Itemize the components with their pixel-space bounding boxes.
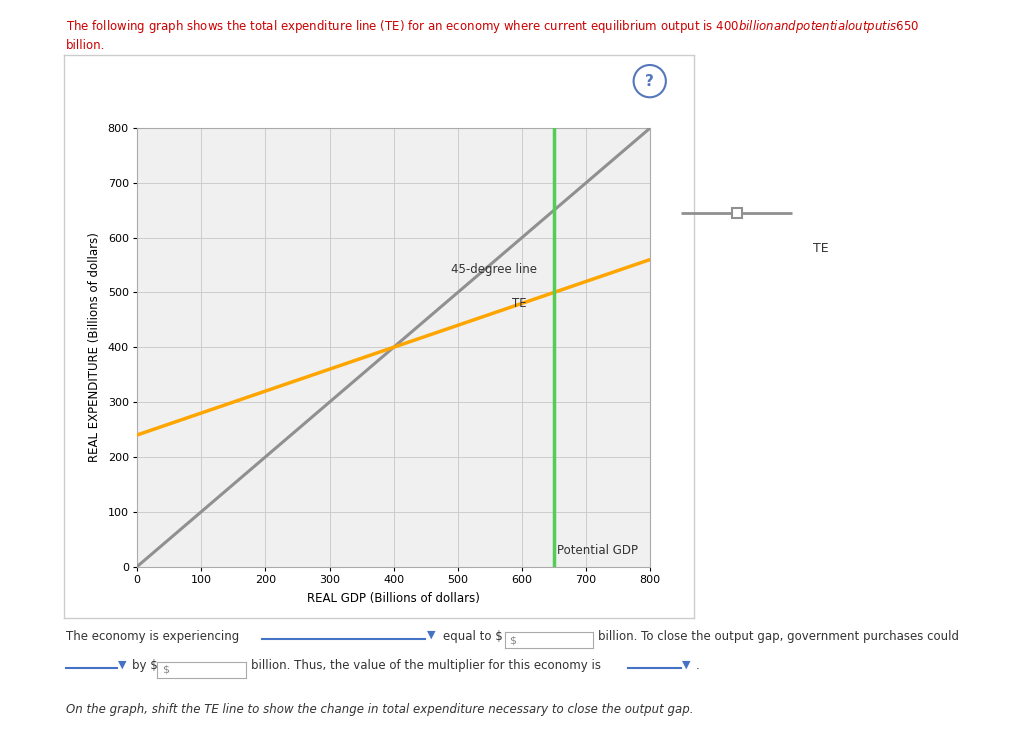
Text: TE: TE [813, 242, 828, 255]
Text: Potential GDP: Potential GDP [557, 544, 638, 557]
Text: billion. Thus, the value of the multiplier for this economy is: billion. Thus, the value of the multipli… [251, 659, 600, 673]
Text: On the graph, shift the TE line to show the change in total expenditure necessar: On the graph, shift the TE line to show … [66, 703, 694, 716]
Text: TE: TE [512, 297, 527, 310]
Text: billion. To close the output gap, government purchases could: billion. To close the output gap, govern… [598, 630, 959, 643]
Text: ▼: ▼ [682, 659, 690, 670]
Text: equal to $: equal to $ [443, 630, 503, 643]
X-axis label: REAL GDP (Billions of dollars): REAL GDP (Billions of dollars) [307, 592, 481, 605]
Text: ▼: ▼ [118, 659, 126, 670]
Text: $: $ [509, 635, 516, 645]
Text: billion.: billion. [66, 39, 106, 53]
Text: The economy is experiencing: The economy is experiencing [66, 630, 240, 643]
Text: by $: by $ [132, 659, 157, 673]
Text: .: . [696, 659, 700, 673]
Text: $: $ [162, 664, 169, 675]
Y-axis label: REAL EXPENDITURE (Billions of dollars): REAL EXPENDITURE (Billions of dollars) [87, 232, 101, 462]
Circle shape [634, 65, 665, 97]
Text: ▼: ▼ [427, 630, 435, 640]
Text: 45-degree line: 45-degree line [451, 263, 537, 276]
Text: ?: ? [645, 75, 654, 89]
Text: The following graph shows the total expenditure line (TE) for an economy where c: The following graph shows the total expe… [66, 18, 919, 35]
